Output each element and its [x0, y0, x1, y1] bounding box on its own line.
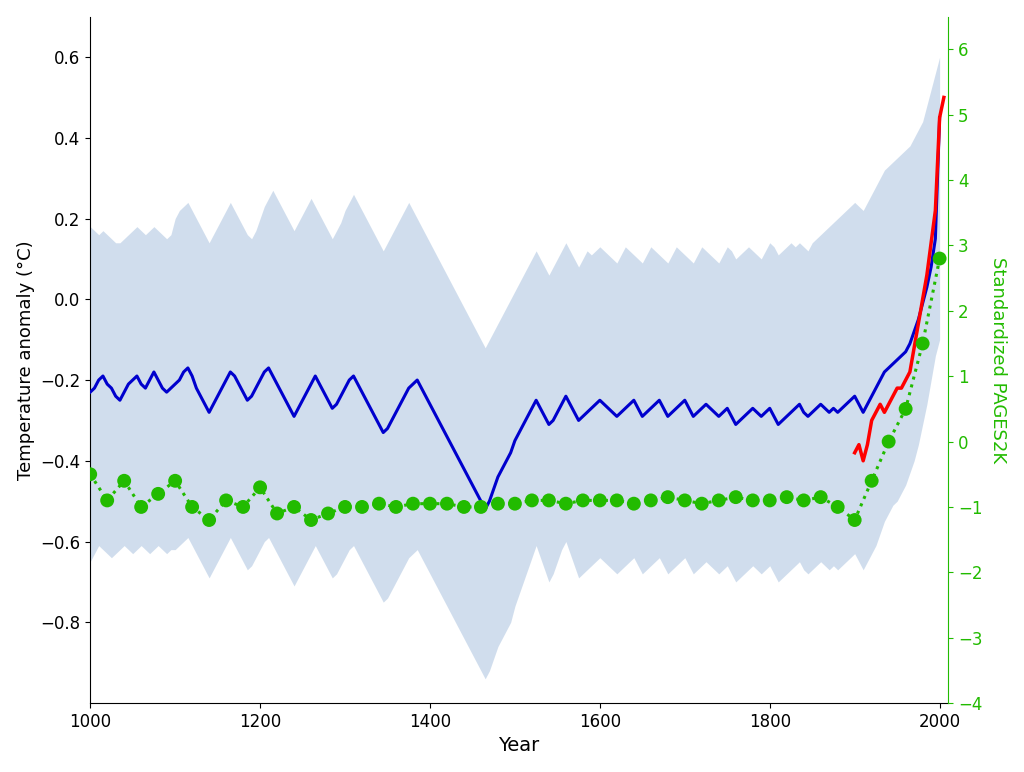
Point — [99, 494, 116, 506]
Point — [252, 481, 268, 493]
Point — [371, 497, 387, 510]
Point — [116, 475, 132, 487]
Point — [796, 494, 812, 506]
Point — [677, 494, 693, 506]
Point — [133, 501, 150, 513]
Point — [847, 514, 863, 527]
Point — [507, 497, 523, 510]
Point — [643, 494, 659, 506]
Point — [234, 501, 251, 513]
Point — [303, 514, 319, 527]
Point — [82, 468, 98, 480]
Point — [626, 497, 642, 510]
Point — [218, 494, 234, 506]
Point — [744, 494, 761, 506]
Y-axis label: Standardized PAGES2K: Standardized PAGES2K — [989, 257, 1008, 463]
Point — [404, 497, 421, 510]
Point — [762, 494, 778, 506]
Point — [523, 494, 540, 506]
Point — [574, 494, 591, 506]
Y-axis label: Temperature anomaly (°C): Temperature anomaly (°C) — [16, 240, 35, 479]
Point — [914, 337, 931, 350]
Point — [881, 435, 897, 448]
Point — [558, 497, 574, 510]
Point — [541, 494, 557, 506]
Point — [201, 514, 217, 527]
Point — [354, 501, 371, 513]
Point — [150, 488, 166, 500]
Point — [728, 491, 744, 503]
Point — [693, 497, 710, 510]
Point — [778, 491, 795, 503]
Point — [269, 507, 286, 520]
Point — [863, 475, 880, 487]
Point — [608, 494, 625, 506]
Point — [456, 501, 472, 513]
Point — [592, 494, 608, 506]
Point — [388, 501, 404, 513]
Point — [319, 507, 336, 520]
Point — [812, 491, 828, 503]
Point — [438, 497, 455, 510]
Point — [829, 501, 846, 513]
Point — [184, 501, 201, 513]
Point — [337, 501, 353, 513]
X-axis label: Year: Year — [499, 736, 540, 755]
Point — [897, 403, 913, 415]
Point — [711, 494, 727, 506]
Point — [473, 501, 489, 513]
Point — [167, 475, 183, 487]
Point — [659, 491, 676, 503]
Point — [489, 497, 506, 510]
Point — [932, 252, 948, 265]
Point — [422, 497, 438, 510]
Point — [286, 501, 302, 513]
